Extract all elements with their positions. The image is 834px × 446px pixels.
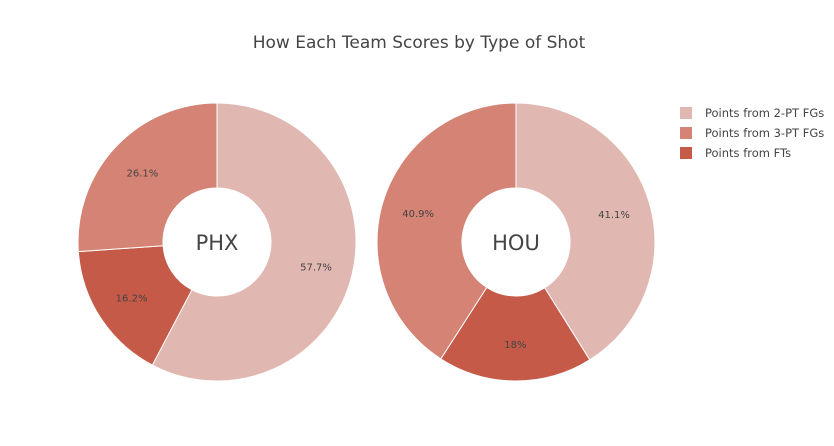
donut-charts: 57.7% 16.2% 26.1% PHX 41.1% 18% 40.9% HOU	[77, 102, 656, 382]
slice-hou-1[interactable]	[440, 286, 591, 382]
legend-label: Points from 3-PT FGs	[705, 126, 824, 140]
chart-title: How Each Team Scores by Type of Shot	[253, 33, 586, 53]
legend-item[interactable]: Points from 2-PT FGs	[680, 106, 824, 120]
donut-phx: 57.7% 16.2% 26.1% PHX	[77, 102, 357, 382]
slice-label: 26.1%	[127, 168, 159, 179]
slice-label: 16.2%	[116, 294, 148, 305]
legend-swatch	[680, 147, 692, 159]
donut-hou: 41.1% 18% 40.9% HOU	[376, 102, 656, 382]
legend-label: Points from 2-PT FGs	[705, 106, 824, 120]
slice-hou-0[interactable]	[515, 102, 656, 361]
legend-item[interactable]: Points from 3-PT FGs	[680, 126, 824, 140]
slice-phx-1[interactable]	[77, 245, 193, 366]
slice-label: 41.1%	[598, 210, 630, 221]
legend-label: Points from FTs	[705, 146, 791, 160]
legend-swatch	[680, 107, 692, 119]
donut-center-label: HOU	[492, 231, 540, 255]
legend-swatch	[680, 127, 692, 139]
legend-item[interactable]: Points from FTs	[680, 146, 791, 160]
slice-hou-2[interactable]	[376, 102, 517, 360]
legend[interactable]: Points from 2-PT FGs Points from 3-PT FGs…	[680, 106, 824, 160]
slice-label: 40.9%	[402, 209, 434, 220]
donut-center-label: PHX	[196, 231, 239, 255]
slice-phx-2[interactable]	[77, 102, 218, 253]
slice-phx-0[interactable]	[151, 102, 357, 382]
slice-label: 18%	[504, 340, 526, 351]
slice-label: 57.7%	[300, 262, 332, 273]
